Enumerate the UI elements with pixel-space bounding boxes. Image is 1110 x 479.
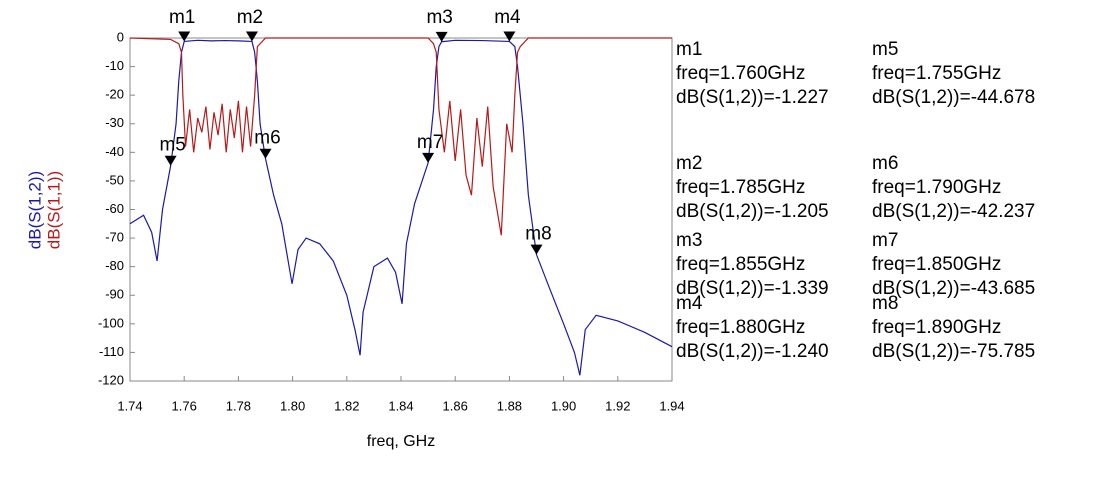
x-tick-label: 1.90 [551,398,576,413]
y-tick-label: -10 [105,58,124,73]
marker-name: m8 [525,224,551,245]
x-tick-label: 1.84 [388,398,413,413]
x-tick-label: 1.86 [443,398,468,413]
marker-readout-value: dB(S(1,2))=-1.227 [676,87,829,108]
marker-triangle [422,152,435,163]
marker-readout-freq: freq=1.855GHz [676,254,805,275]
marker-name: m1 [169,7,195,28]
marker-readout-freq: freq=1.790GHz [872,177,1001,198]
marker-triangle [259,148,272,159]
marker-triangle [164,155,177,166]
y-tick-label: -60 [105,201,124,216]
marker-readout-name: m3 [676,230,702,251]
marker-triangle [503,31,516,42]
series-line [129,39,673,376]
marker-readout-freq: freq=1.850GHz [872,254,1001,275]
marker-readout-name: m6 [872,153,898,174]
marker-name: m6 [254,128,280,149]
marker-readout-name: m7 [872,230,898,251]
x-tick-label: 1.78 [226,398,251,413]
y-axis-label: dB(S(1,2)) [25,171,44,249]
x-tick-label: 1.94 [659,398,684,413]
y-tick-label: -50 [105,172,124,187]
marker-triangle [530,244,543,255]
marker-name: m3 [426,7,452,28]
y-tick-label: -70 [105,230,124,245]
x-tick-label: 1.76 [172,398,197,413]
marker-readout-value: dB(S(1,2))=-44.678 [872,87,1035,108]
y-tick-label: -40 [105,144,124,159]
marker-name: m7 [417,132,443,153]
y-tick-label: -80 [105,258,124,273]
marker-readout-name: m8 [872,293,898,314]
y-tick-label: -20 [105,87,124,102]
marker-readout-value: dB(S(1,2))=-43.685 [872,278,1035,299]
marker-readout-freq: freq=1.880GHz [676,317,805,338]
plot-frame [129,37,673,382]
y-tick-label: 0 [117,29,124,44]
y-tick-label: -90 [105,287,124,302]
x-tick-label: 1.74 [117,398,142,413]
series-line [129,37,672,236]
marker-readout-freq: freq=1.785GHz [676,177,805,198]
marker-readout-name: m2 [676,153,702,174]
marker-readout-value: dB(S(1,2))=-1.339 [676,278,829,299]
marker-readout-value: dB(S(1,2))=-42.237 [872,201,1035,222]
marker-triangle [435,31,448,42]
marker-name: m4 [494,7,521,28]
x-tick-label: 1.88 [497,398,522,413]
marker-readout-name: m1 [676,39,702,60]
marker-readout-name: m4 [676,293,703,314]
marker-triangle [245,31,258,42]
marker-readout-freq: freq=1.760GHz [676,63,805,84]
y-tick-label: -120 [98,372,124,387]
x-axis-label: freq, GHz [367,433,435,450]
y-tick-label: -110 [99,344,124,359]
x-tick-label: 1.92 [605,398,630,413]
x-tick-label: 1.80 [280,398,305,413]
marker-name: m2 [237,7,263,28]
marker-readout-name: m5 [872,39,898,60]
marker-readout-value: dB(S(1,2))=-1.205 [676,201,829,222]
y-tick-label: -30 [105,115,124,130]
marker-triangle [178,31,191,42]
x-tick-label: 1.82 [334,398,359,413]
marker-readout-freq: freq=1.890GHz [872,317,1001,338]
y-tick-label: -100 [98,315,124,330]
marker-readout-value: dB(S(1,2))=-75.785 [872,341,1035,362]
marker-readout-value: dB(S(1,2))=-1.240 [676,341,829,362]
y-axis-label: dB(S(1,1)) [44,171,63,249]
marker-readout-freq: freq=1.755GHz [872,63,1001,84]
marker-name: m5 [159,135,185,156]
